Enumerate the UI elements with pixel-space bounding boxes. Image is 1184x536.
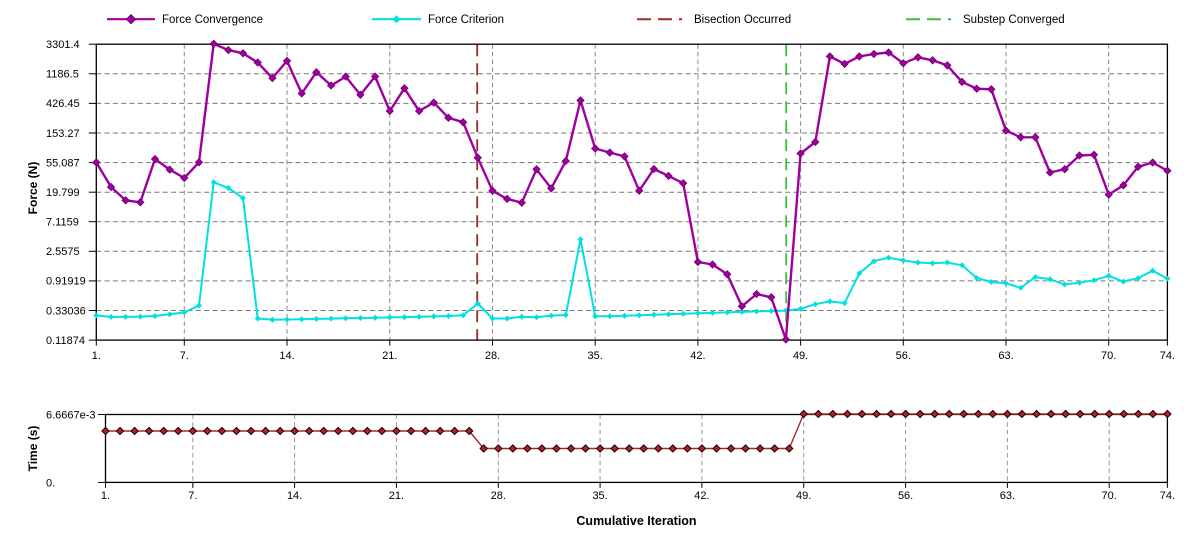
svg-text:70.: 70.: [1102, 490, 1117, 502]
svg-text:Force (N): Force (N): [26, 162, 40, 215]
svg-text:7.: 7.: [180, 350, 189, 362]
svg-text:Force Convergence: Force Convergence: [162, 14, 263, 26]
svg-text:3301.4: 3301.4: [46, 39, 80, 51]
svg-text:2.5575: 2.5575: [46, 246, 80, 258]
svg-text:28.: 28.: [485, 350, 500, 362]
svg-text:1186.5: 1186.5: [46, 69, 79, 81]
svg-text:63.: 63.: [1000, 490, 1015, 502]
svg-text:35.: 35.: [592, 490, 607, 502]
svg-text:Substep Converged: Substep Converged: [963, 14, 1065, 26]
svg-text:70.: 70.: [1101, 350, 1116, 362]
svg-text:42.: 42.: [690, 350, 705, 362]
svg-text:28.: 28.: [491, 490, 506, 502]
svg-text:21.: 21.: [382, 350, 397, 362]
svg-text:56.: 56.: [898, 490, 913, 502]
svg-text:0.: 0.: [46, 477, 55, 489]
svg-text:Force Criterion: Force Criterion: [428, 14, 504, 26]
svg-text:14.: 14.: [279, 350, 294, 362]
svg-text:153.27: 153.27: [46, 128, 80, 140]
svg-text:21.: 21.: [389, 490, 404, 502]
svg-text:1.: 1.: [92, 350, 101, 362]
svg-text:42.: 42.: [694, 490, 709, 502]
svg-text:55.087: 55.087: [46, 157, 80, 169]
svg-text:74.: 74.: [1160, 350, 1175, 362]
svg-text:7.1159: 7.1159: [46, 217, 79, 229]
svg-text:49.: 49.: [793, 350, 808, 362]
svg-text:Time (s): Time (s): [26, 426, 40, 472]
svg-text:426.45: 426.45: [46, 98, 80, 110]
svg-text:Bisection Occurred: Bisection Occurred: [694, 14, 791, 26]
svg-text:Cumulative Iteration: Cumulative Iteration: [576, 514, 696, 528]
svg-text:0.91919: 0.91919: [46, 276, 86, 288]
svg-text:6.6667e-3: 6.6667e-3: [46, 410, 96, 422]
svg-text:63.: 63.: [998, 350, 1013, 362]
svg-text:74.: 74.: [1160, 490, 1175, 502]
svg-text:0.33036: 0.33036: [46, 305, 86, 317]
svg-text:56.: 56.: [896, 350, 911, 362]
svg-text:19.799: 19.799: [46, 187, 80, 199]
svg-text:49.: 49.: [796, 490, 811, 502]
svg-text:1.: 1.: [101, 490, 110, 502]
svg-text:0.11874: 0.11874: [46, 335, 85, 347]
svg-text:7.: 7.: [188, 490, 197, 502]
svg-text:14.: 14.: [287, 490, 302, 502]
svg-text:35.: 35.: [588, 350, 603, 362]
